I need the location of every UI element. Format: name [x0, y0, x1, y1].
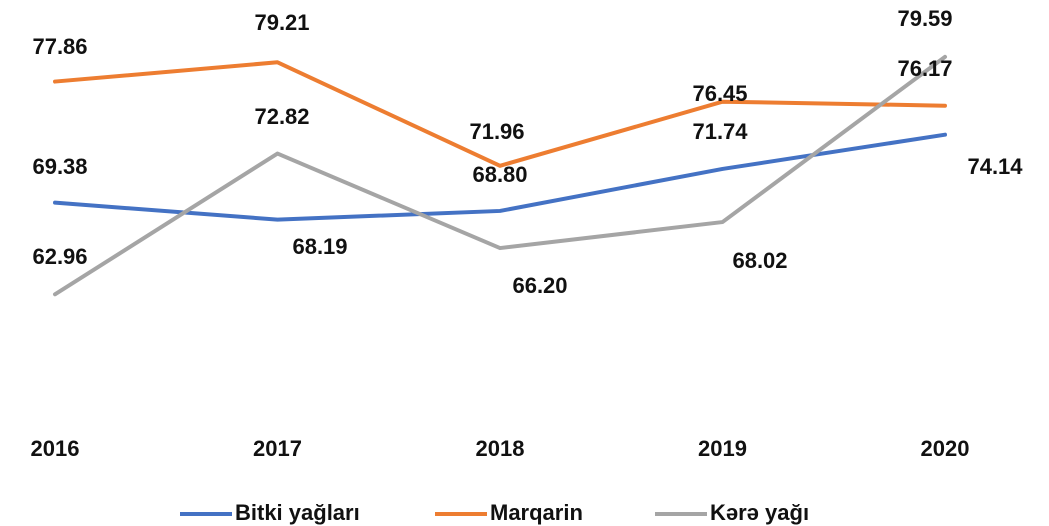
data-label: 68.80	[472, 162, 527, 187]
data-label: 69.38	[32, 154, 87, 179]
data-label: 74.14	[967, 154, 1023, 179]
series-line	[53, 132, 947, 222]
data-label: 62.96	[32, 244, 87, 269]
legend-label: Marqarin	[490, 500, 583, 525]
x-tick-label: 2020	[921, 436, 970, 461]
data-label: 77.86	[32, 34, 87, 59]
data-label: 68.19	[292, 234, 347, 259]
x-tick-label: 2018	[476, 436, 525, 461]
data-label: 76.45	[692, 81, 747, 106]
series-line	[53, 54, 947, 297]
data-label: 68.02	[732, 248, 787, 273]
series-line	[53, 60, 947, 168]
data-label: 79.59	[897, 6, 952, 31]
data-label: 71.96	[469, 119, 524, 144]
data-label: 66.20	[512, 273, 567, 298]
data-label: 76.17	[897, 56, 952, 81]
data-label: 71.74	[692, 119, 748, 144]
x-tick-label: 2016	[31, 436, 80, 461]
x-tick-label: 2017	[253, 436, 302, 461]
x-tick-label: 2019	[698, 436, 747, 461]
legend-label: Kərə yağı	[710, 500, 809, 525]
legend-label: Bitki yağları	[235, 500, 360, 525]
data-label: 79.21	[254, 10, 309, 35]
data-label: 72.82	[254, 104, 309, 129]
